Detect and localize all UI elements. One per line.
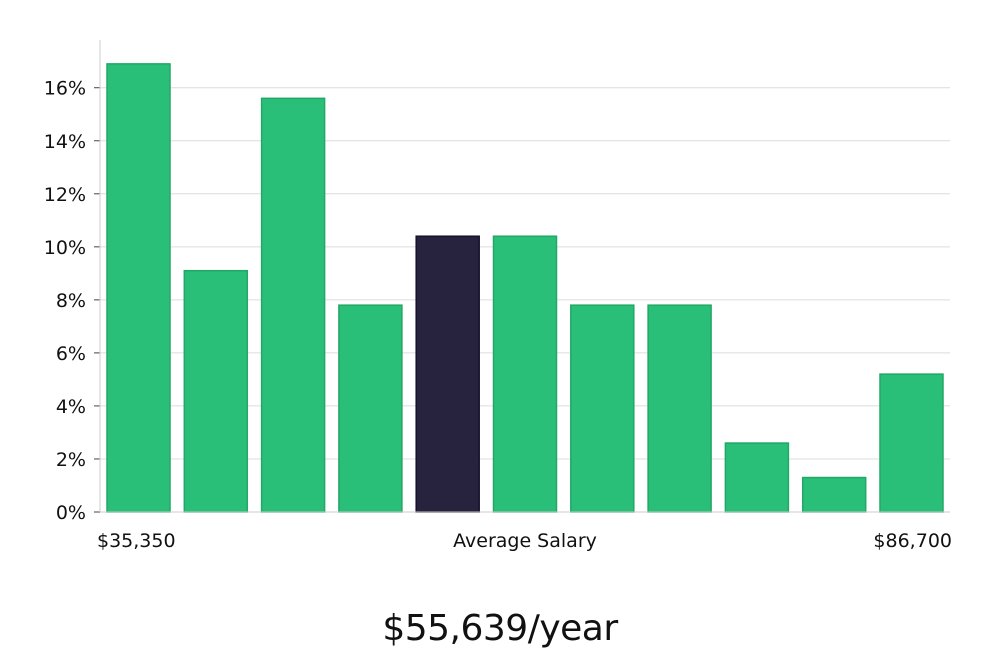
y-tick-label: 10% <box>44 237 86 259</box>
y-tick-label: 14% <box>44 131 86 153</box>
bar <box>879 373 944 513</box>
y-tick-label: 0% <box>56 502 86 524</box>
bar <box>801 476 867 513</box>
y-tick-label: 12% <box>44 184 86 206</box>
bars-layer <box>106 63 944 513</box>
y-tick-label: 4% <box>56 396 86 418</box>
y-tick-label: 16% <box>44 78 86 100</box>
bar <box>647 304 712 513</box>
bar <box>338 304 403 513</box>
x-axis-max-label: $86,700 <box>873 530 952 552</box>
bar <box>570 304 635 513</box>
y-axis-ticks: 0% 2% 4% 6% 8% 10% 12% 14% 16% <box>44 78 100 524</box>
bar-highlighted <box>415 235 480 513</box>
y-tick-label: 6% <box>56 343 86 365</box>
y-tick-label: 2% <box>56 449 86 471</box>
bar <box>492 235 558 513</box>
salary-histogram-chart: 0% 2% 4% 6% 8% 10% 12% 14% 16% $35,350 Average S… <box>44 40 952 552</box>
bar <box>724 442 790 513</box>
x-axis-min-label: $35,350 <box>97 530 176 552</box>
average-salary-value: $55,639/year <box>382 608 618 649</box>
bar <box>260 97 326 513</box>
y-tick-label: 8% <box>56 290 86 312</box>
bar <box>106 63 171 513</box>
x-axis-title: Average Salary <box>453 530 597 552</box>
bar <box>183 269 249 513</box>
